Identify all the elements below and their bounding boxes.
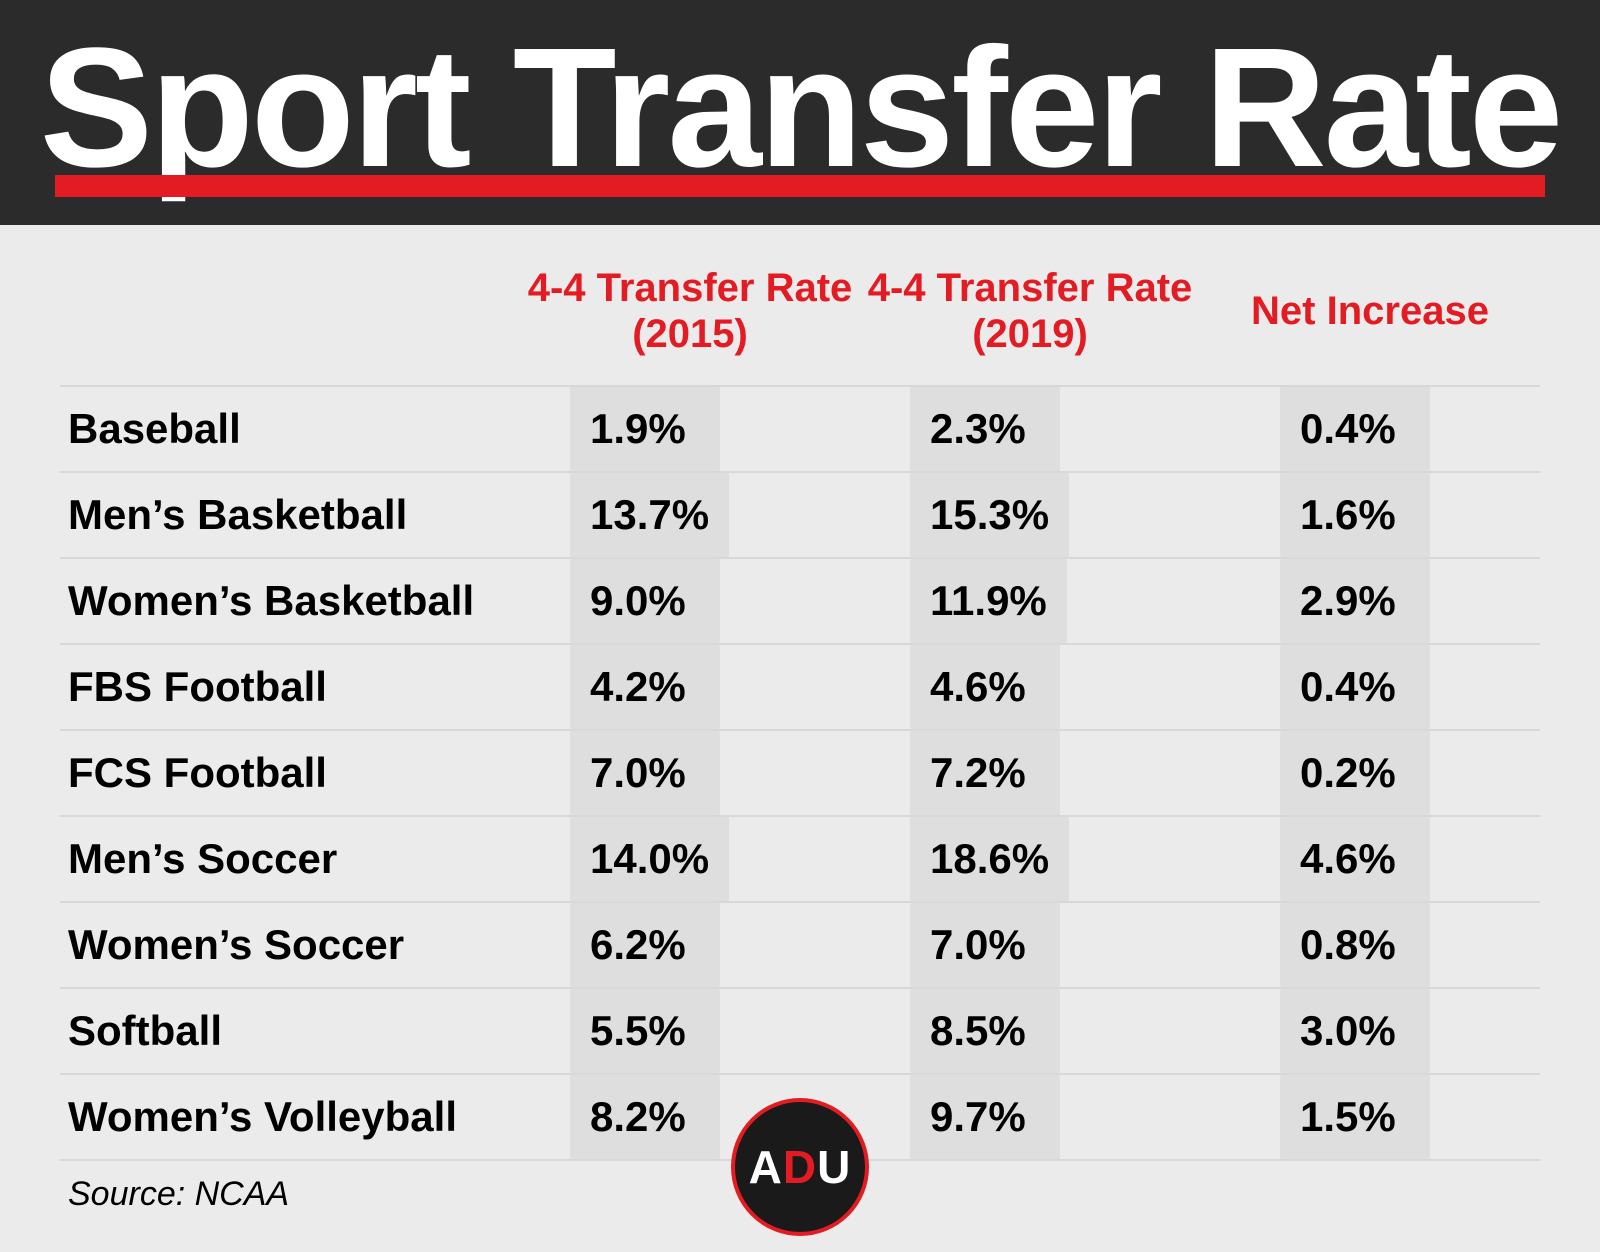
value-cell-net: 0.4% <box>1200 644 1540 730</box>
sport-cell: Men’s Basketball <box>60 472 520 558</box>
table-row: Men’s Basketball 13.7% 15.3% 1.6% <box>60 472 1540 558</box>
value-cell-net: 2.9% <box>1200 558 1540 644</box>
value-pill: 8.5% <box>910 989 1060 1073</box>
col-2019: 4-4 Transfer Rate (2019) <box>860 255 1200 386</box>
page-title: Sport Transfer Rate <box>40 23 1561 193</box>
value-cell-net: 3.0% <box>1200 988 1540 1074</box>
value-pill: 13.7% <box>570 473 729 557</box>
value-pill: 0.8% <box>1280 903 1430 987</box>
value-cell-rate2019: 18.6% <box>860 816 1200 902</box>
value-cell-rate2019: 15.3% <box>860 472 1200 558</box>
value-pill: 18.6% <box>910 817 1069 901</box>
value-pill: 4.6% <box>1280 817 1430 901</box>
value-pill: 0.4% <box>1280 645 1430 729</box>
value-pill: 1.6% <box>1280 473 1430 557</box>
value-pill: 9.7% <box>910 1075 1060 1159</box>
value-pill: 2.9% <box>1280 559 1430 643</box>
logo-letter-a: A <box>749 1141 783 1193</box>
table-row: Baseball 1.9% 2.3% 0.4% <box>60 386 1540 472</box>
table-row: Men’s Soccer 14.0% 18.6% 4.6% <box>60 816 1540 902</box>
value-cell-net: 4.6% <box>1200 816 1540 902</box>
value-pill: 3.0% <box>1280 989 1430 1073</box>
col-2015: 4-4 Transfer Rate (2015) <box>520 255 860 386</box>
value-pill: 1.5% <box>1280 1075 1430 1159</box>
value-cell-net: 1.6% <box>1200 472 1540 558</box>
value-cell-rate2019: 8.5% <box>860 988 1200 1074</box>
sport-cell: Women’s Soccer <box>60 902 520 988</box>
col-net: Net Increase <box>1200 255 1540 386</box>
value-pill: 4.6% <box>910 645 1060 729</box>
value-pill: 6.2% <box>570 903 720 987</box>
value-pill: 1.9% <box>570 387 720 471</box>
sport-cell: Women’s Volleyball <box>60 1074 520 1160</box>
content: 4-4 Transfer Rate (2015) 4-4 Transfer Ra… <box>0 225 1600 1252</box>
value-cell-net: 0.4% <box>1200 386 1540 472</box>
sport-cell: Women’s Basketball <box>60 558 520 644</box>
sport-cell: FBS Football <box>60 644 520 730</box>
table-row: Softball 5.5% 8.5% 3.0% <box>60 988 1540 1074</box>
value-cell-rate2015: 13.7% <box>520 472 860 558</box>
value-cell-rate2015: 14.0% <box>520 816 860 902</box>
value-cell-rate2015: 5.5% <box>520 988 860 1074</box>
value-cell-net: 1.5% <box>1200 1074 1540 1160</box>
value-cell-net: 0.8% <box>1200 902 1540 988</box>
col-sport <box>60 255 520 386</box>
value-pill: 15.3% <box>910 473 1069 557</box>
table-header-row: 4-4 Transfer Rate (2015) 4-4 Transfer Ra… <box>60 255 1540 386</box>
value-cell-rate2019: 11.9% <box>860 558 1200 644</box>
value-cell-rate2015: 1.9% <box>520 386 860 472</box>
logo-text: ADU <box>749 1140 852 1194</box>
table-row: FCS Football 7.0% 7.2% 0.2% <box>60 730 1540 816</box>
table-row: Women’s Basketball 9.0% 11.9% 2.9% <box>60 558 1540 644</box>
value-pill: 2.3% <box>910 387 1060 471</box>
value-pill: 7.2% <box>910 731 1060 815</box>
value-pill: 0.4% <box>1280 387 1430 471</box>
value-cell-rate2019: 2.3% <box>860 386 1200 472</box>
value-cell-rate2015: 7.0% <box>520 730 860 816</box>
sport-cell: Baseball <box>60 386 520 472</box>
header: Sport Transfer Rate <box>0 0 1600 225</box>
transfer-table: 4-4 Transfer Rate (2015) 4-4 Transfer Ra… <box>60 255 1540 1161</box>
value-pill: 7.0% <box>910 903 1060 987</box>
sport-cell: FCS Football <box>60 730 520 816</box>
sport-cell: Men’s Soccer <box>60 816 520 902</box>
table-row: Women’s Soccer 6.2% 7.0% 0.8% <box>60 902 1540 988</box>
value-cell-net: 0.2% <box>1200 730 1540 816</box>
value-pill: 9.0% <box>570 559 720 643</box>
value-pill: 5.5% <box>570 989 720 1073</box>
logo-letter-d: D <box>783 1141 817 1193</box>
sport-cell: Softball <box>60 988 520 1074</box>
value-cell-rate2019: 7.2% <box>860 730 1200 816</box>
value-cell-rate2019: 9.7% <box>860 1074 1200 1160</box>
value-pill: 11.9% <box>910 559 1067 643</box>
value-pill: 14.0% <box>570 817 729 901</box>
table-row: FBS Football 4.2% 4.6% 0.4% <box>60 644 1540 730</box>
value-pill: 8.2% <box>570 1075 720 1159</box>
value-cell-rate2015: 4.2% <box>520 644 860 730</box>
accent-bar <box>55 175 1545 197</box>
value-cell-rate2019: 4.6% <box>860 644 1200 730</box>
value-pill: 4.2% <box>570 645 720 729</box>
value-cell-rate2015: 9.0% <box>520 558 860 644</box>
value-cell-rate2015: 6.2% <box>520 902 860 988</box>
adu-logo: ADU <box>731 1098 869 1236</box>
value-pill: 0.2% <box>1280 731 1430 815</box>
value-pill: 7.0% <box>570 731 720 815</box>
logo-letter-u: U <box>817 1141 851 1193</box>
value-cell-rate2019: 7.0% <box>860 902 1200 988</box>
